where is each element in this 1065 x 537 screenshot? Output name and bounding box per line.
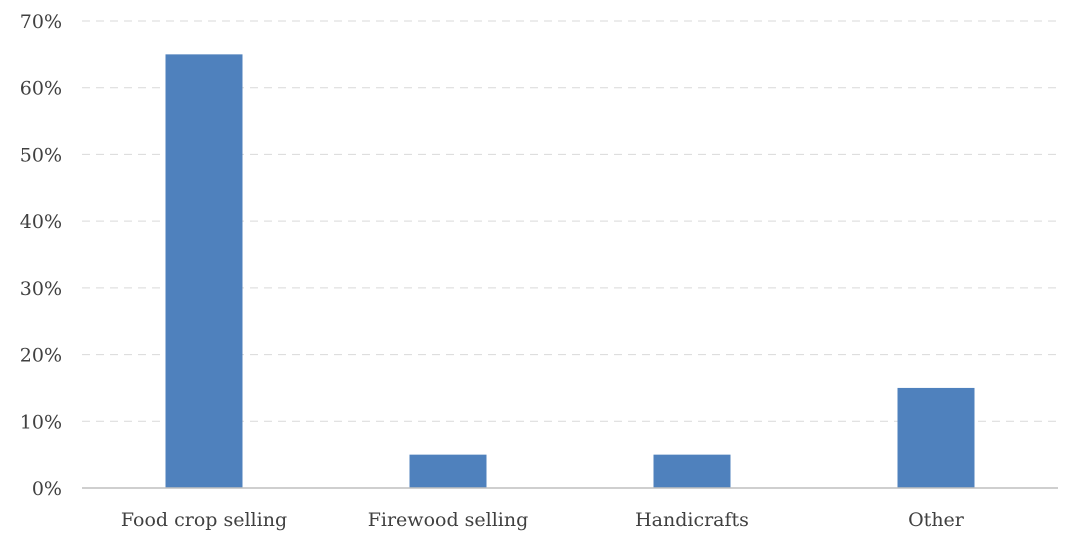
y-tick-label: 20% [20,345,62,367]
y-tick-label: 40% [20,211,62,233]
x-tick-label: Food crop selling [121,509,287,531]
x-tick-label: Firewood selling [368,509,529,531]
y-tick-label: 60% [20,78,62,100]
x-axis-ticks: Food crop selling Firewood selling Handicr… [121,509,965,531]
gridlines [82,20,1058,422]
y-tick-label: 0% [32,478,62,500]
y-tick-label: 10% [20,411,62,433]
y-tick-label: 70% [20,11,62,33]
bar-other [897,387,975,488]
bar-firewood-selling [409,454,487,488]
x-tick-label: Other [908,509,965,531]
x-tick-label: Handicrafts [635,509,749,531]
bar-handicrafts [653,454,731,488]
bar-food-crop-selling [165,54,243,488]
y-tick-label: 30% [20,278,62,300]
y-axis-ticks: 0% 10% 20% 30% 40% 50% 60% 70% [20,11,62,500]
y-tick-label: 50% [20,144,62,166]
bars [165,54,975,488]
